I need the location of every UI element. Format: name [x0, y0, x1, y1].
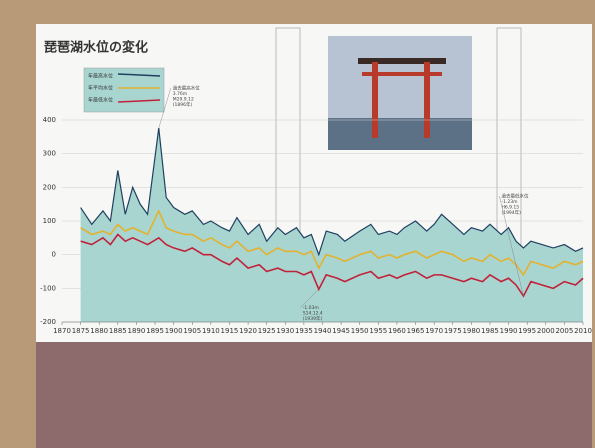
- legend-label: 年最低水位: [88, 97, 113, 104]
- x-tick-label: 1975: [444, 327, 462, 335]
- annotation-text: -1.03m: [303, 305, 319, 311]
- x-tick-label: 1980: [462, 327, 480, 335]
- torii-pillar: [424, 62, 430, 138]
- x-tick-label: 1965: [407, 327, 425, 335]
- torii-pillar: [372, 62, 378, 138]
- y-tick-label: 200: [43, 183, 56, 191]
- x-tick-label: 1900: [165, 327, 183, 335]
- x-tick-label: 1990: [500, 327, 518, 335]
- x-tick-label: 1925: [258, 327, 276, 335]
- x-tick-label: 1945: [332, 327, 350, 335]
- x-tick-label: 1920: [239, 327, 257, 335]
- x-tick-label: 1940: [314, 327, 332, 335]
- y-tick-label: 300: [43, 150, 56, 158]
- chart: 琵琶湖水位の変化 4003002001000-100-2001870187518…: [0, 0, 595, 448]
- annotation-text: H6.9.15: [501, 205, 519, 211]
- x-tick-label: 1995: [518, 327, 536, 335]
- annotation-text: 過去最低水位: [501, 193, 528, 200]
- legend-label: 年平均水位: [88, 85, 113, 92]
- annotation-text: 3.76m: [173, 91, 187, 97]
- x-tick-label: 1960: [388, 327, 406, 335]
- x-tick-label: 1885: [109, 327, 127, 335]
- y-tick-label: 0: [52, 251, 56, 259]
- y-tick-label: 100: [43, 217, 56, 225]
- x-tick-label: 1935: [295, 327, 313, 335]
- y-tick-label: -100: [40, 284, 56, 292]
- annotation-text: (1939年): [303, 315, 323, 322]
- annotation-text: 過去最高水位: [173, 85, 200, 92]
- annotation-text: (1994年): [501, 209, 521, 216]
- y-tick-label: 400: [43, 116, 56, 124]
- chart-title: 琵琶湖水位の変化: [44, 40, 148, 56]
- x-tick-label: 1875: [72, 327, 90, 335]
- page: {"chart_data": {"type": "line", "title":…: [0, 0, 595, 448]
- x-tick-label: 1870: [53, 327, 71, 335]
- x-tick-label: 1910: [202, 327, 220, 335]
- photo: [328, 36, 472, 150]
- annotation-text: (1896年): [173, 101, 193, 108]
- x-tick-label: 2005: [555, 327, 573, 335]
- x-tick-label: 2010: [574, 327, 592, 335]
- x-tick-label: 1985: [481, 327, 499, 335]
- x-tick-label: 1970: [425, 327, 443, 335]
- x-tick-label: 1955: [369, 327, 387, 335]
- photo-water: [328, 118, 472, 150]
- x-tick-label: 1895: [146, 327, 164, 335]
- x-tick-label: 1950: [351, 327, 369, 335]
- x-tick-label: 1905: [183, 327, 201, 335]
- x-tick-label: 1880: [90, 327, 108, 335]
- annotation-text: S14.12.4: [303, 310, 323, 316]
- x-tick-label: 1915: [221, 327, 239, 335]
- annotation-text: -1.23m: [501, 199, 517, 205]
- y-tick-label: -200: [40, 318, 56, 326]
- x-tick-label: 1930: [276, 327, 294, 335]
- x-tick-label: 2000: [537, 327, 555, 335]
- legend-label: 年最高水位: [88, 73, 113, 80]
- bottom-band: [36, 342, 592, 448]
- x-tick-label: 1890: [128, 327, 146, 335]
- torii-beam: [358, 58, 446, 64]
- annotation-text: M29.9.12: [173, 97, 194, 103]
